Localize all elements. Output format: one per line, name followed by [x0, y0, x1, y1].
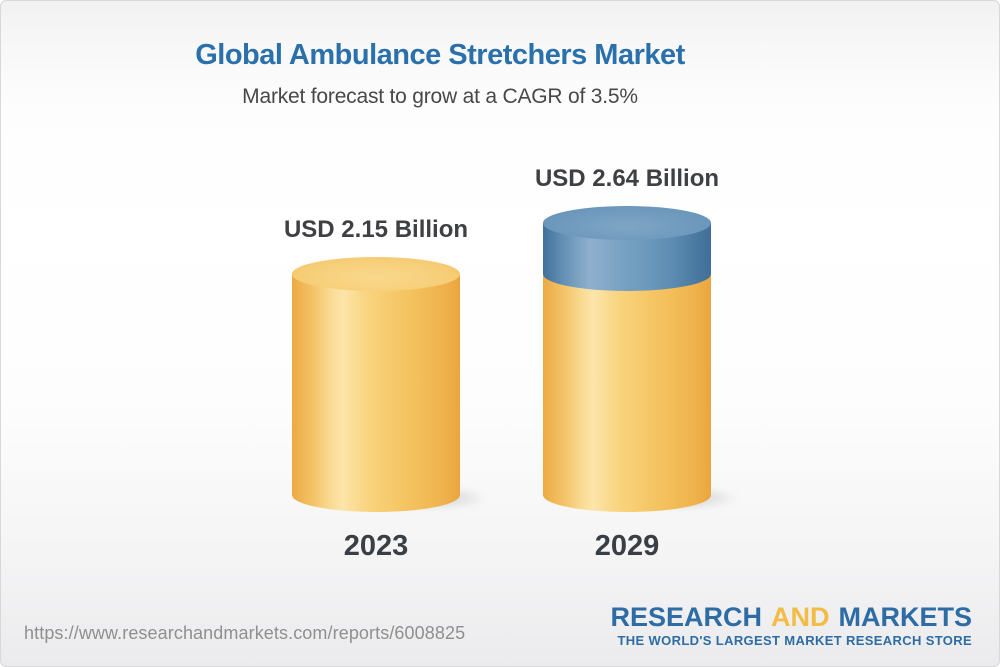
- report-url: https://www.researchandmarkets.com/repor…: [24, 623, 466, 643]
- chart-header: Global Ambulance Stretchers Market Marke…: [1, 39, 879, 109]
- logo-word-research: RESEARCH: [610, 602, 762, 632]
- logo-tagline: THE WORLD'S LARGEST MARKET RESEARCH STOR…: [617, 633, 972, 648]
- logo-word-and: AND: [771, 602, 830, 632]
- cylinder-top-2029: [543, 206, 711, 241]
- chart-title: Global Ambulance Stretchers Market: [195, 39, 685, 71]
- bar-group-2023: USD 2.15 Billion 2023: [226, 1, 526, 601]
- cylinder-side-2023: [292, 273, 460, 512]
- category-label-2029: 2029: [594, 530, 660, 562]
- category-label-2023: 2023: [343, 530, 409, 562]
- logo-word-markets: MARKETS: [838, 602, 973, 632]
- chart-subtitle: Market forecast to grow at a CAGR of 3.5…: [242, 85, 638, 108]
- bar-group-2029: USD 2.64 Billion 2029: [477, 1, 777, 601]
- value-label-2029: USD 2.64 Billion: [534, 165, 720, 193]
- value-label-2023: USD 2.15 Billion: [283, 215, 469, 243]
- researchandmarkets-logo: RESEARCH AND MARKETS THE WORLD'S LARGEST…: [610, 603, 972, 648]
- logo-wordmark: RESEARCH AND MARKETS: [610, 603, 972, 631]
- cylinder-side-2029-base: [543, 273, 711, 512]
- cylinder-top-2023: [292, 256, 460, 291]
